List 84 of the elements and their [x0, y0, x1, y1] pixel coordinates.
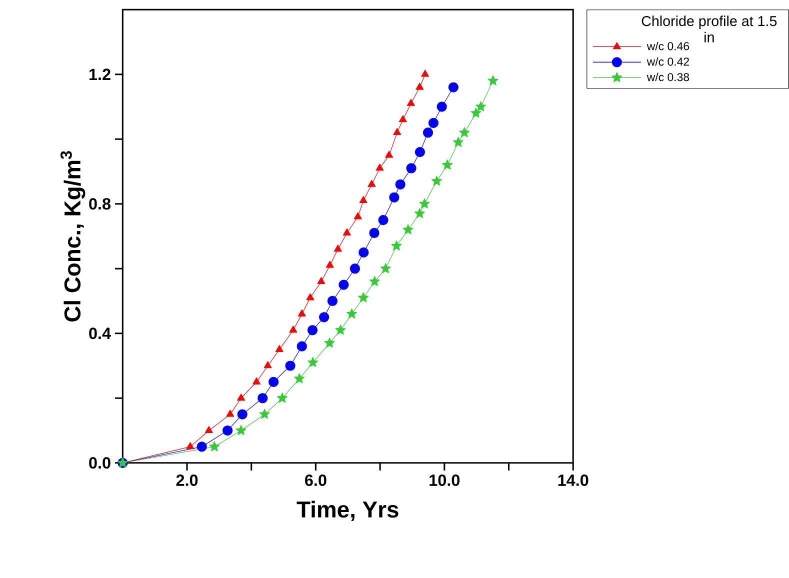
- point: [442, 160, 453, 170]
- point: [398, 115, 407, 122]
- legend-title: Chloride profile at 1.5 in: [642, 16, 777, 42]
- point: [416, 82, 424, 90]
- point: [422, 128, 434, 138]
- point: [448, 82, 458, 92]
- point: [452, 136, 464, 147]
- legend-label: w/c 0.38: [646, 72, 690, 82]
- x-tick-label: 6.0: [305, 474, 326, 486]
- point: [350, 264, 360, 274]
- point: [459, 127, 470, 138]
- point: [268, 376, 279, 388]
- point: [308, 357, 318, 368]
- point: [276, 392, 288, 403]
- point: [289, 326, 298, 333]
- y-tick-label: 1.2: [90, 68, 110, 80]
- point: [307, 325, 318, 336]
- point: [196, 442, 207, 452]
- point: [385, 150, 394, 158]
- point: [237, 394, 246, 401]
- point: [436, 102, 447, 112]
- point: [406, 163, 416, 174]
- legend-label: w/c 0.46: [646, 42, 690, 50]
- point: [369, 276, 380, 286]
- point: [252, 377, 261, 384]
- point: [342, 228, 351, 236]
- point: [226, 410, 234, 417]
- point: [306, 293, 314, 300]
- point: [324, 338, 335, 348]
- point: [294, 373, 305, 384]
- point: [368, 180, 376, 187]
- point: [395, 179, 406, 190]
- point: [391, 240, 402, 251]
- point: [389, 192, 400, 202]
- y-axis-title: Cl Conc., Kg/m$^{3}$: [60, 151, 86, 322]
- point: [275, 345, 284, 352]
- point: [358, 292, 369, 302]
- point: [488, 75, 498, 86]
- point: [236, 425, 246, 436]
- point: [204, 426, 213, 433]
- point: [470, 108, 482, 118]
- point: [421, 70, 430, 77]
- point: [393, 128, 402, 136]
- point: [338, 280, 349, 290]
- point: [475, 101, 486, 112]
- point: [209, 441, 220, 452]
- x-axis-title: Time, Yrs: [296, 500, 398, 521]
- legend-label: w/c 0.42: [646, 57, 689, 66]
- point: [298, 309, 306, 316]
- point: [378, 215, 388, 226]
- point: [428, 118, 439, 128]
- point: [369, 228, 380, 238]
- point: [414, 208, 425, 218]
- point: [264, 361, 272, 368]
- point: [419, 198, 430, 208]
- point: [358, 247, 369, 258]
- y-tick-label: 0.0: [89, 457, 110, 469]
- point: [319, 312, 330, 322]
- point: [317, 277, 326, 284]
- point: [334, 244, 342, 252]
- point: [376, 164, 384, 171]
- x-tick-label: 10.0: [430, 474, 460, 486]
- point: [406, 98, 415, 106]
- point: [237, 409, 248, 420]
- point: [222, 425, 233, 436]
- point: [354, 212, 362, 220]
- point: [402, 224, 414, 234]
- x-tick-label: 14.0: [558, 474, 588, 486]
- point: [380, 263, 391, 274]
- y-tick-label: 0.8: [89, 198, 111, 210]
- point: [259, 408, 270, 419]
- point: [258, 393, 268, 404]
- point: [186, 442, 194, 450]
- point: [431, 176, 442, 186]
- point: [414, 147, 426, 158]
- y-tick-label: 0.4: [89, 328, 111, 340]
- point: [335, 324, 346, 335]
- point: [296, 341, 307, 352]
- point: [359, 196, 368, 204]
- point: [285, 360, 296, 371]
- point: [326, 260, 334, 268]
- point: [346, 308, 358, 319]
- x-tick-label: 2.0: [176, 474, 198, 486]
- point: [327, 296, 338, 306]
